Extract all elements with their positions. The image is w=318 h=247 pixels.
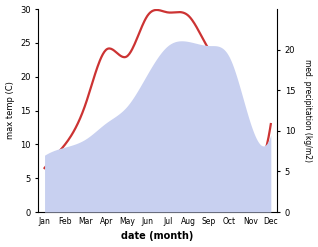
X-axis label: date (month): date (month): [121, 231, 194, 242]
Y-axis label: med. precipitation (kg/m2): med. precipitation (kg/m2): [303, 59, 313, 162]
Y-axis label: max temp (C): max temp (C): [5, 82, 15, 140]
